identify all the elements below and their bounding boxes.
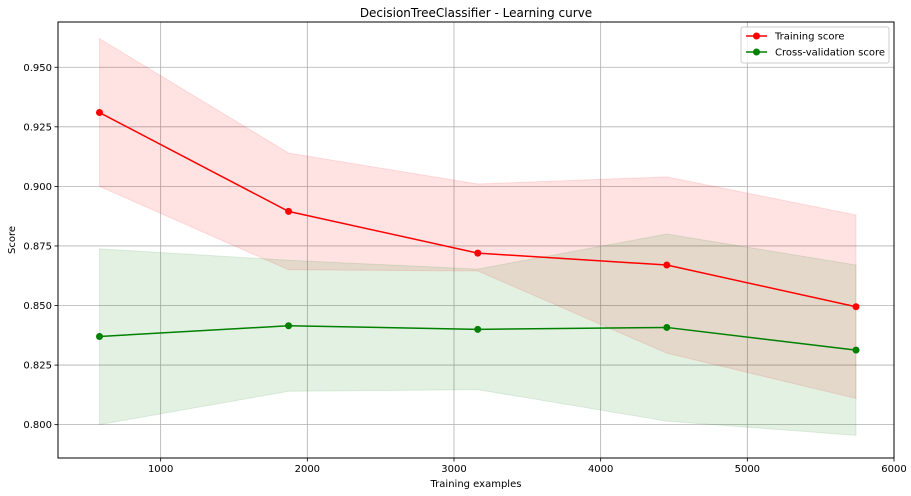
training-score-point bbox=[96, 109, 104, 117]
cross-validation-score-point bbox=[96, 332, 104, 340]
x-tick-label: 2000 bbox=[295, 464, 320, 475]
grid-lines bbox=[58, 22, 895, 458]
y-tick-label: 0.850 bbox=[23, 301, 52, 312]
plot-frame bbox=[57, 21, 895, 459]
x-tick-label: 1000 bbox=[148, 464, 173, 475]
cross-validation-score-band bbox=[99, 233, 857, 436]
training-score-point bbox=[663, 261, 671, 269]
x-tick-label: 4000 bbox=[588, 464, 613, 475]
y-tick-label: 0.800 bbox=[23, 420, 52, 431]
y-tick-label: 0.900 bbox=[23, 182, 52, 193]
legend-label-cross-validation: Cross-validation score bbox=[775, 48, 885, 59]
x-axis-ticks: 1000 2000 3000 4000 5000 6000 bbox=[148, 458, 907, 475]
training-score-point bbox=[852, 303, 860, 311]
training-score-point bbox=[285, 207, 293, 215]
cross-validation-score-point bbox=[663, 323, 671, 331]
training-score-band bbox=[99, 37, 857, 400]
cross-validation-score-point bbox=[285, 322, 293, 330]
training-score-point bbox=[474, 249, 482, 257]
y-tick-label: 0.950 bbox=[23, 63, 52, 74]
x-tick-label: 3000 bbox=[441, 464, 466, 475]
legend-marker-cross-validation bbox=[753, 48, 760, 56]
legend-label-training: Training score bbox=[774, 32, 845, 43]
x-tick-label: 5000 bbox=[735, 464, 760, 475]
legend: Training score Cross-validation score bbox=[740, 26, 890, 64]
cross-validation-score-point bbox=[474, 325, 482, 333]
cross-validation-score-point bbox=[852, 346, 860, 354]
y-axis-title: Score bbox=[7, 226, 18, 254]
y-tick-label: 0.825 bbox=[23, 361, 52, 372]
x-axis-title: Training examples bbox=[430, 479, 522, 490]
chart-title: DecisionTreeClassifier - Learning curve bbox=[360, 6, 592, 20]
legend-box bbox=[740, 26, 890, 64]
y-tick-label: 0.925 bbox=[23, 122, 52, 133]
legend-marker-training bbox=[753, 32, 760, 40]
confidence-bands bbox=[99, 37, 857, 436]
y-axis-ticks: 0.800 0.825 0.850 0.875 0.900 0.925 0.950 bbox=[23, 63, 58, 431]
y-tick-label: 0.875 bbox=[23, 241, 52, 252]
series-points bbox=[96, 109, 860, 354]
x-tick-label: 6000 bbox=[881, 464, 906, 475]
